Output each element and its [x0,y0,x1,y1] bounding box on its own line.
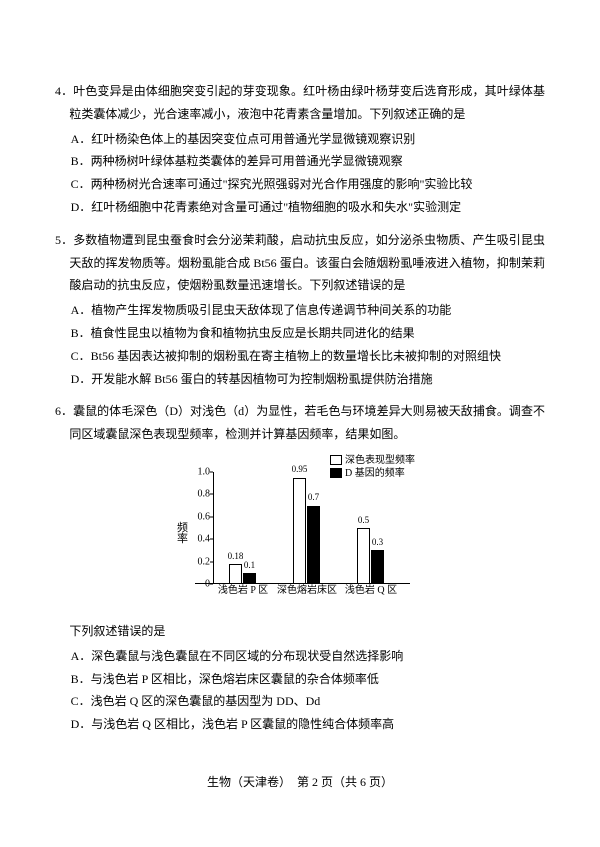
option-a: A．红叶杨染色体上的基因突变位点可用普通光学显微镜观察识别 [55,128,545,151]
legend-row: 深色表现型频率 [330,454,415,467]
bar-chart: 深色表现型频率 D 基因的频率 频率 0 0.2 0.4 0.6 [185,454,415,614]
bar-b: 0.7 [307,506,320,584]
option-d: D．红叶杨细胞中花青素绝对含量可通过"植物细胞的吸水和失水"实验测定 [55,196,545,219]
question-stem: 5．多数植物遭到昆虫蚕食时会分泌茉莉酸，启动抗虫反应，如分泌杀虫物质、产生吸引昆… [55,229,545,297]
option-b: B．两种杨树叶绿体基粒类囊体的差异可用普通光学显微镜观察 [55,150,545,173]
option-a: A．深色囊鼠与浅色囊鼠在不同区域的分布现状受自然选择影响 [55,645,545,668]
option-c: C．两种杨树光合速率可通过"探究光照强弱对光合作用强度的影响"实验比较 [55,173,545,196]
question-stem: 4．叶色变异是由体细胞突变引起的芽变现象。红叶杨由绿叶杨芽变后选育形成，其叶绿体… [55,80,545,126]
x-label: 浅色岩 Q 区 [345,581,397,600]
ytick: 0.2 [188,552,210,571]
question-followup: 下列叙述错误的是 [55,620,545,643]
bar-a: 0.5 [357,528,370,584]
ytick: 0.6 [188,507,210,526]
x-label: 深色熔岩床区 [277,581,337,600]
question-stem: 6．囊鼠的体毛深色（D）对浅色（d）为显性，若毛色与环境差异大则易被天敌捕食。调… [55,400,545,446]
page-footer: 生物（天津卷） 第 2 页（共 6 页） [55,771,545,794]
option-c: C．Bt56 基因表达被抑制的烟粉虱在寄主植物上的数量增长比未被抑制的对照组快 [55,345,545,368]
legend-swatch-a [330,455,342,465]
bar-b: 0.3 [371,550,384,584]
y-axis-label: 频率 [177,523,188,545]
x-label: 浅色岩 P 区 [218,581,268,600]
bar-value: 0.18 [228,548,244,565]
option-c: C．浅色岩 Q 区的深色囊鼠的基因型为 DD、Dd [55,690,545,713]
bar-value: 0.5 [358,512,369,529]
chart-wrap: 深色表现型频率 D 基因的频率 频率 0 0.2 0.4 0.6 [55,454,545,614]
option-b: B．植食性昆虫以植物为食和植物抗虫反应是长期共同进化的结果 [55,322,545,345]
bar-value: 0.95 [292,461,308,478]
ytick: 0 [188,574,210,593]
question-5: 5．多数植物遭到昆虫蚕食时会分泌茉莉酸，启动抗虫反应，如分泌杀虫物质、产生吸引昆… [55,229,545,391]
bar-value: 0.3 [372,534,383,551]
ytick: 1.0 [188,462,210,481]
bars-area: 0.18 0.1 0.95 0.7 0.5 [213,472,410,584]
bar-value: 0.7 [308,489,319,506]
option-a: A．植物产生挥发物质吸引昆虫天敌体现了信息传递调节种间关系的功能 [55,299,545,322]
bar-a: 0.95 [293,478,306,584]
ytick: 0.8 [188,485,210,504]
question-4: 4．叶色变异是由体细胞突变引起的芽变现象。红叶杨由绿叶杨芽变后选育形成，其叶绿体… [55,80,545,219]
legend-label: 深色表现型频率 [345,454,415,467]
bar-value: 0.1 [244,557,255,574]
question-6: 6．囊鼠的体毛深色（D）对浅色（d）为显性，若毛色与环境差异大则易被天敌捕食。调… [55,400,545,736]
option-d: D．与浅色岩 Q 区相比，浅色岩 P 区囊鼠的隐性纯合体频率高 [55,713,545,736]
option-b: B．与浅色岩 P 区相比，深色熔岩床区囊鼠的杂合体频率低 [55,668,545,691]
ytick: 0.4 [188,530,210,549]
option-d: D．开发能水解 Bt56 蛋白的转基因植物可为控制烟粉虱提供防治措施 [55,368,545,391]
